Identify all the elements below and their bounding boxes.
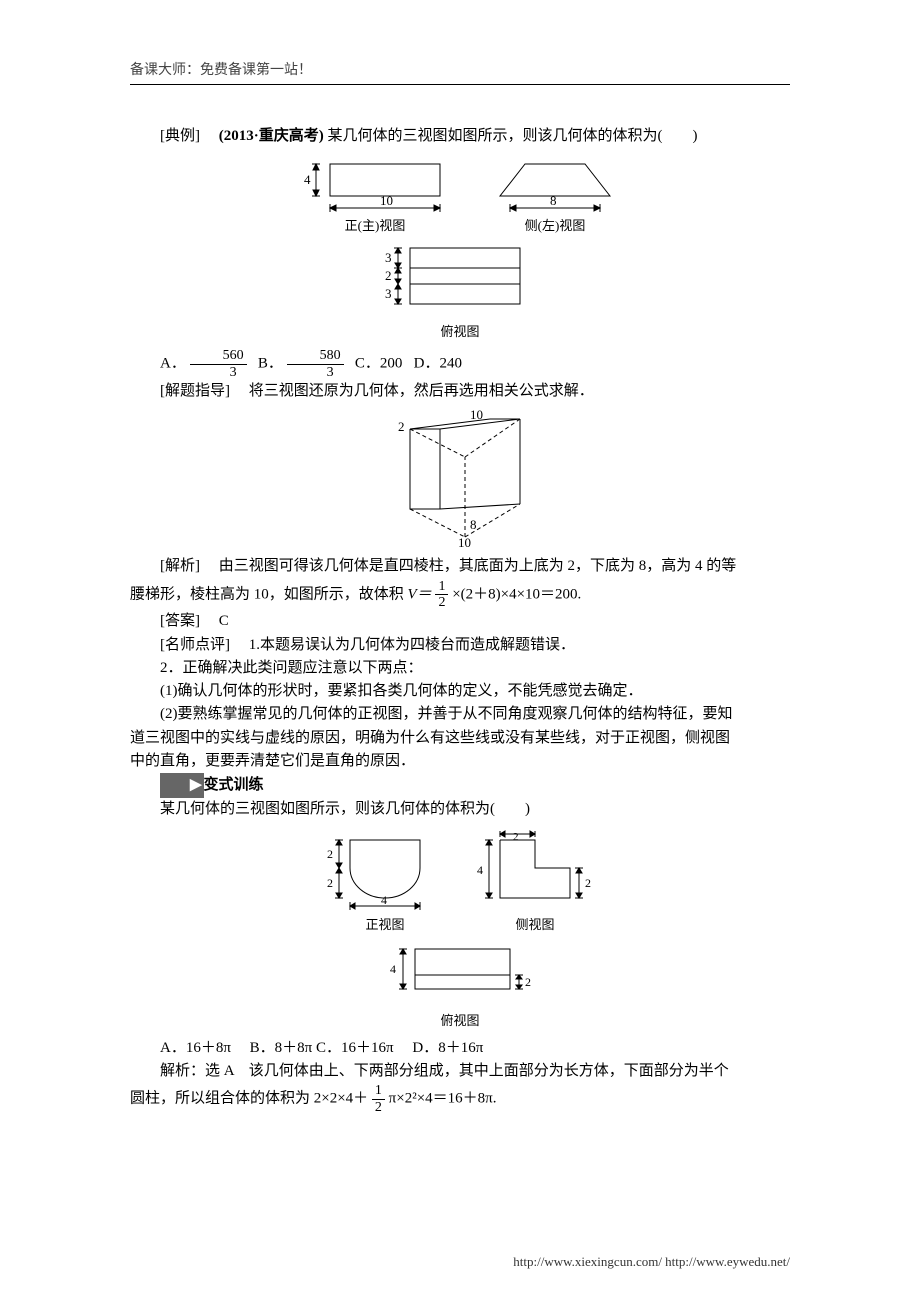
- v1-front-w: 10: [380, 193, 393, 208]
- v1-top-d3a: 3: [385, 250, 392, 265]
- opt2-C: C．16＋16π: [316, 1040, 394, 1056]
- v1-side-w: 8: [550, 193, 557, 208]
- options1: A． 5603 B． 5803 C．200 D．240: [130, 348, 790, 380]
- comment-label: [名师点评]: [160, 637, 245, 653]
- example-label: [典例]: [160, 128, 215, 144]
- solid-e2: 2: [398, 419, 405, 434]
- v2s-cap: 侧视图: [475, 915, 595, 935]
- views2-side: 2 4 2 侧视图: [475, 830, 595, 935]
- analysis-line2: 腰梯形，棱柱高为 10，如图所示，故体积 V＝ 12 ×(2＋8)×4×10＝2…: [130, 579, 790, 611]
- views2-top: 4 2 俯视图: [130, 941, 790, 1031]
- v2s-w2: 2: [513, 831, 519, 843]
- v2f-w4: 4: [381, 893, 387, 907]
- comment-l3: (1)确认几何体的形状时，要紧扣各类几何体的定义，不能凭感觉去确定．: [130, 680, 790, 703]
- page-footer: http://www.xiexingcun.com/ http://www.ey…: [0, 1252, 920, 1272]
- views1-front: 4 10 正(主)视图: [300, 156, 450, 236]
- solid-e10b: 10: [458, 535, 471, 549]
- opt1-B: B．: [258, 356, 283, 372]
- answer: [答案] C: [130, 610, 790, 633]
- comment-l1: [名师点评] 1.本题易误认为几何体为四棱台而造成解题错误．: [130, 634, 790, 657]
- analysis-l1a: 由三视图可得该几何体是直四棱柱，其底面为上底为 2，下底为 8，高为 4 的等: [219, 558, 737, 574]
- sol2-frac: 12: [372, 1083, 385, 1115]
- opt1-A-frac: 5603: [190, 348, 247, 380]
- v2t-cap: 俯视图: [130, 1011, 790, 1031]
- comment-l4a: (2)要熟练掌握常见的几何体的正视图，并善于从不同角度观察几何体的结构特征，要知: [130, 703, 790, 726]
- v2f-h2b: 2: [327, 876, 333, 890]
- views1-side: 8 侧(左)视图: [490, 156, 620, 236]
- guide-text: 将三视图还原为几何体，然后再选用相关公式求解．: [249, 383, 594, 399]
- opt2-D: D．8＋16π: [412, 1040, 483, 1056]
- options2: A．16＋8π B．8＋8π C．16＋16π D．8＋16π: [130, 1037, 790, 1060]
- opt1-A: A．: [160, 356, 186, 372]
- v1-front-cap: 正(主)视图: [300, 216, 450, 236]
- comment-l2: 2．正确解决此类问题应注意以下两点：: [130, 657, 790, 680]
- example-text: 某几何体的三视图如图所示，则该几何体的体积为( ): [328, 128, 698, 144]
- solid-e8: 8: [470, 517, 477, 532]
- v2f-h2a: 2: [327, 847, 333, 861]
- v2f-cap: 正视图: [325, 915, 445, 935]
- v2s-h4: 4: [477, 863, 483, 877]
- analysis-l2a: 腰梯形，棱柱高为 10，如图所示，故体积: [130, 586, 408, 602]
- example-source: (2013·重庆高考): [219, 128, 324, 144]
- sol2-line1: 解析：选 A 该几何体由上、下两部分组成，其中上面部分为长方体，下面部分为半个: [130, 1060, 790, 1083]
- variant-header: ▶变式训练: [130, 773, 790, 798]
- views1-row1: 4 10 正(主)视图 8 侧(左)视图: [130, 156, 790, 236]
- opt1-D: D．240: [414, 356, 462, 372]
- analysis-line1: [解析] 由三视图可得该几何体是直四棱柱，其底面为上底为 2，下底为 8，高为 …: [130, 555, 790, 578]
- comment-l4b: 道三视图中的实线与虚线的原因，明确为什么有这些线或没有某些线，对于正视图，侧视图: [130, 727, 790, 750]
- analysis-suffix: ×(2＋8)×4×10＝200.: [452, 586, 581, 602]
- analysis-frac: 12: [435, 579, 448, 611]
- answer-label: [答案]: [160, 613, 215, 629]
- solid-figure: 10 2 8 10: [130, 409, 790, 549]
- views2-row1: 2 2 4 正视图 2 4 2 侧视图: [130, 830, 790, 935]
- opt2-B: B．8＋8π: [250, 1040, 313, 1056]
- guide: [解题指导] 将三视图还原为几何体，然后再选用相关公式求解．: [130, 380, 790, 403]
- views2-front: 2 2 4 正视图: [325, 830, 445, 935]
- views1-top: 3 2 3 俯视图: [130, 242, 790, 342]
- v2t-h4: 4: [390, 962, 396, 976]
- v1-side-cap: 侧(左)视图: [490, 216, 620, 236]
- sol2-l2a: 圆柱，所以组合体的体积为 2×2×4＋: [130, 1091, 368, 1107]
- v1-front-h: 4: [304, 172, 311, 187]
- page-header: 备课大师：免费备课第一站！: [130, 60, 790, 82]
- sol2-l2b: π×2²×4＝16＋8π.: [389, 1091, 497, 1107]
- v1-top-d3b: 3: [385, 286, 392, 301]
- variant-arrow-icon: ▶: [160, 773, 204, 798]
- opt1-B-frac: 5803: [287, 348, 344, 380]
- example-problem: [典例] (2013·重庆高考) 某几何体的三视图如图所示，则该几何体的体积为(…: [130, 125, 790, 148]
- solid-e10a: 10: [470, 409, 483, 422]
- header-rule: [130, 84, 790, 85]
- analysis-label: [解析]: [160, 558, 215, 574]
- v2s-h2: 2: [585, 876, 591, 890]
- v2t-h2: 2: [525, 975, 531, 989]
- v1-top-d2: 2: [385, 268, 392, 283]
- v1-top-cap: 俯视图: [130, 322, 790, 342]
- comment-l4c: 中的直角，更要弄清楚它们是直角的原因．: [130, 750, 790, 773]
- variant-question: 某几何体的三视图如图所示，则该几何体的体积为( ): [130, 798, 790, 821]
- sol2-line2: 圆柱，所以组合体的体积为 2×2×4＋ 12 π×2²×4＝16＋8π.: [130, 1083, 790, 1115]
- analysis-Vpre: V＝: [408, 586, 432, 602]
- opt1-C: C．200: [355, 356, 403, 372]
- answer-text: C: [219, 613, 229, 629]
- guide-label: [解题指导]: [160, 383, 245, 399]
- opt2-A: A．16＋8π: [160, 1040, 231, 1056]
